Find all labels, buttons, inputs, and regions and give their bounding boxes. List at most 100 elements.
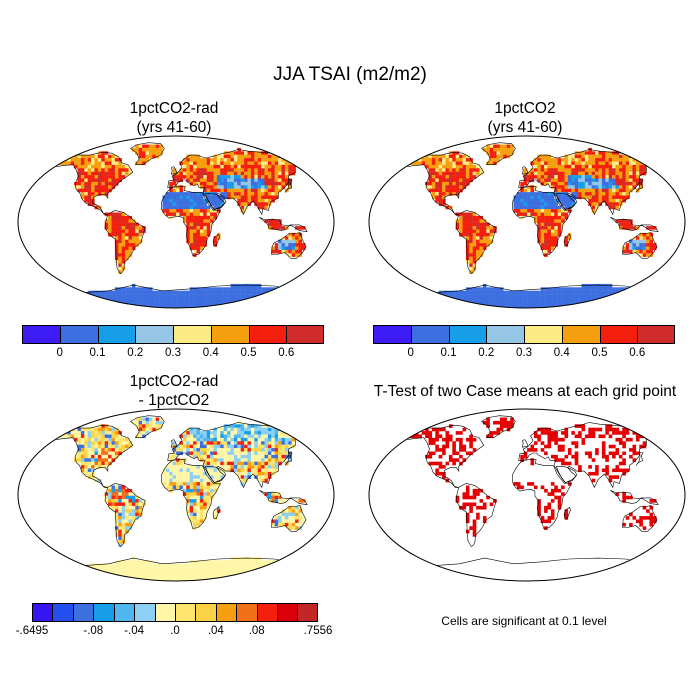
colorbar-tick-label: .0 [170,625,180,637]
panel-2-title-line2: (yrs 41-60) [487,119,563,136]
coastline-greenland [481,142,516,165]
colorbar-box [174,603,196,622]
coastline-indonesia [259,489,308,505]
coastline-arabia [556,466,578,483]
coastline-samerica [455,483,497,548]
coastline-africa [511,186,572,256]
colorbar-box [52,603,73,622]
map-panel-2 [367,134,687,310]
coastline-australia [622,505,658,532]
colorbar-tick-label: 0.1 [89,347,106,359]
coastline-antarctica [404,557,650,581]
colorbar-box [32,603,53,622]
panel-1-title-line1: 1pctCO2-rad [129,100,219,117]
coastline-samerica [455,210,497,275]
colorbar-box [448,325,487,344]
coastline-arabia [205,193,227,210]
colorbar-box [256,603,278,622]
colorbar-box [277,603,298,622]
colorbar-1 [22,325,324,344]
colorbar-box [22,325,60,344]
coastline-arabia [205,466,227,483]
colorbar-tick-label: 0.5 [240,347,257,359]
coastline-japan [284,178,293,193]
coastline-namerica [405,424,485,488]
panel-1-title: 1pctCO2-rad (yrs 41-60) [4,99,344,137]
colorbar-tick-label: 0.4 [553,347,570,359]
colorbar-box [637,325,675,344]
map-border [368,135,686,309]
colorbar-box [135,325,173,344]
panel-3-title: 1pctCO2-rad - 1pctCO2 [4,372,344,410]
coastline-greenland [130,415,165,438]
coastline-japan [635,451,644,466]
colorbar-box [173,325,211,344]
colorbar-tick-label: 0 [56,347,63,359]
map-cells [53,415,308,581]
coastline-antarctica [53,557,299,581]
panel-3-title-line2: - 1pctCO2 [138,392,210,409]
colorbar-tick-label: 0.2 [127,347,144,359]
map-border [368,408,686,582]
coastline-australia [271,505,307,532]
coastline-africa [511,459,572,529]
coastline-antarctica [53,284,299,308]
colorbar-box [154,603,175,622]
coastline-indonesia [610,489,659,505]
coastline-uk [521,166,529,175]
colorbar-tick-label: 0.3 [516,347,532,359]
panel-1-title-line2: (yrs 41-60) [136,119,212,136]
colorbar-tick-label: -.08 [83,625,104,637]
panel-3-title-line1: 1pctCO2-rad [129,373,219,390]
colorbar-2 [373,325,675,344]
coastline-australia [622,232,658,259]
figure-title: JJA TSAI (m2/m2) [273,64,427,85]
colorbar-box [410,325,449,344]
coastline-uk [521,439,529,448]
colorbar-tick-label: 0.2 [478,347,495,359]
coastline-greenland [481,415,516,438]
colorbar-box [134,603,155,622]
colorbar-box [210,325,249,344]
coastline-australia [271,232,307,259]
colorbar-3 [32,603,318,622]
colorbar-tick-label: -.04 [124,625,145,637]
panel-4-title-line1: T-Test of two Case means at each grid po… [373,383,677,400]
colorbar-box [236,603,257,622]
map-2-svg [368,135,686,309]
coastline-samerica [104,483,146,548]
coastline-antarctica [404,284,650,308]
coastline-uk [170,166,178,175]
coastline-arabia [556,193,578,210]
colorbar-tick-label: 0.6 [278,347,295,359]
colorbar-tick-label: 0 [407,347,414,359]
colorbar-box [286,325,324,344]
coastline-eurasia [518,149,657,216]
coastline-japan [635,178,644,193]
coastline-samerica [104,210,146,275]
coastline-namerica [54,424,134,488]
map-panel-3 [16,407,336,583]
colorbar-tick-label: 0.1 [440,347,457,359]
colorbar-box [297,603,318,622]
colorbar-box [248,325,287,344]
colorbar-box [561,325,600,344]
coastline-japan [284,451,293,466]
colorbar-box [215,603,237,622]
map-cells [53,142,308,308]
coastline-madagascar [212,506,220,520]
coastline-eurasia [167,149,306,216]
panel-2-title: 1pctCO2 (yrs 41-60) [355,99,695,137]
colorbar-box [72,603,94,622]
colorbar-box [195,603,216,622]
colorbar-tick-label: -.6495 [15,625,49,637]
map-4-svg [368,408,686,582]
coastline-namerica [405,151,485,215]
coastline-uk [170,439,178,448]
coastline-madagascar [563,233,571,247]
panel-4-title: T-Test of two Case means at each grid po… [348,382,700,401]
colorbar-tick-label: 0.3 [165,347,181,359]
coastline-africa [160,459,221,529]
colorbar-box [113,603,135,622]
coastline-greenland [130,142,165,165]
